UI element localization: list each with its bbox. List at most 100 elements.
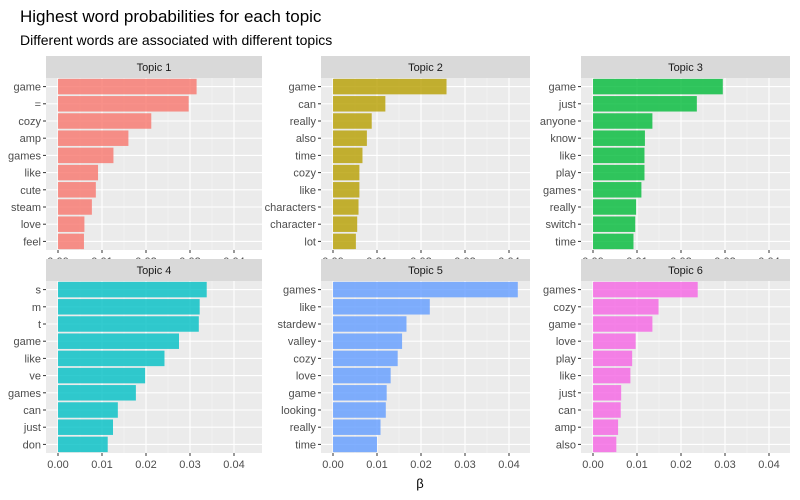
bar	[333, 333, 403, 349]
y-tick-label: games	[543, 285, 577, 297]
bar	[333, 350, 398, 367]
bar	[593, 147, 645, 164]
bar	[333, 402, 386, 418]
y-tick-label: cozy	[293, 353, 316, 365]
bar	[333, 113, 372, 129]
bar	[593, 385, 622, 401]
y-tick-label: really	[290, 116, 317, 128]
bar	[333, 199, 359, 215]
bar	[593, 299, 659, 315]
y-tick-label: can	[298, 99, 316, 111]
y-tick-label: character	[270, 219, 316, 231]
y-tick-label: =	[35, 99, 41, 111]
facet-strip	[46, 259, 262, 281]
facet-strip-label: Topic 3	[668, 62, 703, 74]
bar	[58, 78, 197, 95]
bar	[333, 130, 367, 146]
bar	[58, 333, 179, 349]
y-tick-label: games	[8, 150, 42, 162]
facet-panel: Topic 20.000.010.020.030.04gamecanreally…	[265, 56, 530, 268]
bar	[58, 130, 129, 146]
y-tick-label: ve	[29, 371, 41, 383]
y-tick-label: love	[556, 336, 576, 348]
facet-strip-label: Topic 1	[137, 62, 172, 74]
y-tick-label: like	[559, 150, 576, 162]
y-tick-label: like	[24, 353, 41, 365]
bar	[593, 78, 723, 95]
bar	[333, 385, 387, 401]
y-tick-label: game	[548, 82, 576, 94]
bar	[58, 402, 118, 418]
y-tick-label: play	[556, 353, 577, 365]
bar	[333, 147, 363, 164]
facet-strip-label: Topic 6	[668, 265, 703, 277]
bar	[593, 164, 645, 181]
facet-panel: Topic 30.000.010.020.030.04gamejustanyon…	[540, 56, 790, 268]
bar	[593, 113, 653, 129]
bar	[58, 199, 92, 215]
bar	[333, 419, 381, 435]
bar	[593, 199, 637, 215]
y-tick-label: really	[550, 202, 577, 214]
bar	[593, 130, 645, 146]
y-tick-label: looking	[281, 405, 316, 417]
bar	[333, 233, 356, 250]
facet-panel: Topic 10.000.010.020.030.04game=cozyampg…	[8, 56, 262, 268]
facet-strip	[321, 259, 530, 281]
bar	[333, 164, 360, 181]
bar	[593, 182, 642, 198]
bar	[593, 436, 617, 453]
facet-panel: Topic 5 0.00 0.01 0.02 0.03 0.04 games like star…	[277, 259, 530, 471]
y-tick-label: valley	[288, 336, 317, 348]
y-tick-label: time	[295, 439, 316, 451]
y-tick-label: love	[21, 219, 41, 231]
y-tick-label: game	[548, 319, 576, 331]
bar	[58, 316, 199, 332]
x-tick-label: 0.04	[498, 459, 519, 471]
facet-strip-label: Topic 4	[137, 265, 172, 277]
y-tick-label: switch	[545, 219, 576, 231]
y-tick-label: love	[296, 371, 316, 383]
bar	[593, 402, 621, 418]
bar	[58, 436, 108, 453]
bar	[593, 333, 636, 349]
bar	[58, 350, 165, 367]
y-tick-label: game	[13, 82, 41, 94]
y-tick-label: time	[555, 236, 576, 248]
y-tick-label: feel	[23, 236, 41, 248]
x-tick-label: 0.03	[179, 459, 200, 471]
x-tick-label: 0.01	[626, 459, 647, 471]
bar	[58, 233, 84, 250]
facet-strip	[46, 56, 262, 78]
bar	[58, 113, 152, 129]
chart-title: Highest word probabilities for each topi…	[20, 7, 322, 26]
bar	[333, 299, 430, 315]
y-tick-label: stardew	[277, 319, 316, 331]
bar	[58, 299, 200, 315]
bar	[593, 367, 631, 384]
y-tick-label: game	[13, 336, 41, 348]
chart-subtitle: Different words are associated with diff…	[20, 32, 333, 48]
y-tick-label: games	[283, 285, 317, 297]
x-tick-label: 0.02	[670, 459, 691, 471]
y-tick-label: can	[23, 405, 41, 417]
bar	[333, 78, 447, 95]
bar	[333, 96, 386, 112]
bar	[58, 419, 113, 435]
facet-strip-label: Topic 2	[408, 62, 443, 74]
facet-panel: Topic 6 0.00 0.01 0.02 0.03 0.04 games cozy game…	[543, 259, 790, 471]
facet-strip	[581, 259, 790, 281]
bar	[593, 96, 697, 112]
y-tick-label: amp	[20, 133, 41, 145]
y-tick-label: lot	[304, 236, 316, 248]
x-tick-label: 0.04	[758, 459, 779, 471]
y-tick-label: really	[290, 422, 317, 434]
x-tick-label: 0.00	[47, 459, 68, 471]
y-tick-label: games	[8, 388, 42, 400]
y-tick-label: characters	[265, 202, 317, 214]
y-tick-label: just	[558, 99, 576, 111]
y-tick-label: like	[24, 168, 41, 180]
bar	[58, 182, 96, 198]
y-tick-label: like	[559, 371, 576, 383]
